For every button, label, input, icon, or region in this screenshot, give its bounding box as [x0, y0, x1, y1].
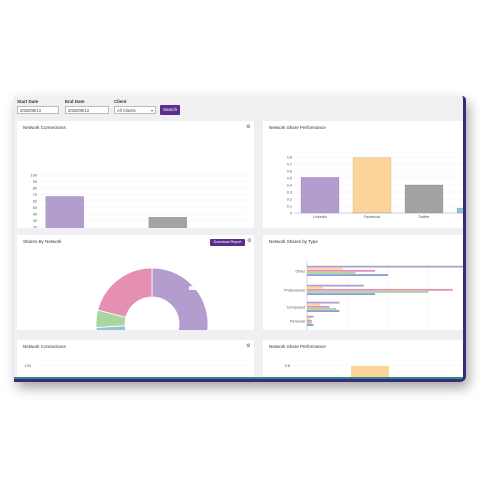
gear-icon[interactable]: ⚙: [246, 124, 251, 130]
y-tick-label: 0.3: [287, 190, 292, 194]
y-tick-label: 0.7: [287, 162, 292, 166]
bar: [307, 317, 311, 320]
bar: [307, 324, 314, 326]
bar: [307, 310, 340, 312]
y-tick-label: 100: [31, 173, 37, 177]
x-tick-label: Twitter: [418, 215, 430, 219]
start-date-input[interactable]: 2020/08/13: [17, 106, 59, 114]
bar: [307, 293, 376, 295]
search-button[interactable]: Search: [160, 105, 180, 115]
x-tick-label: LinkedIn: [313, 215, 327, 219]
bar: [307, 303, 320, 306]
card-title: Shares By Network: [23, 239, 62, 244]
client-label: Client: [114, 99, 127, 104]
donut-slice: [97, 267, 153, 318]
bar: [148, 217, 187, 228]
bar: [307, 265, 463, 268]
card-title: Network Connections: [23, 344, 66, 349]
bar: [307, 301, 340, 304]
network-share-performance-card-2: Network Share Performance 0.8: [263, 340, 463, 379]
gear-icon[interactable]: ⚙: [246, 343, 251, 349]
bar: [307, 288, 453, 291]
bar: [307, 286, 324, 289]
gear-icon[interactable]: ⚙: [247, 238, 252, 244]
network-connections-chart-2: 100: [25, 364, 247, 368]
y-tick-label: 20: [33, 225, 37, 228]
y-tick-label: 0.1: [287, 204, 292, 208]
bar: [307, 267, 343, 270]
bar: [351, 366, 389, 379]
card-title: Network Shares by Type: [269, 239, 318, 244]
y-tick-label: 0.5: [287, 176, 292, 180]
y-tick-label: 0.4: [287, 183, 292, 187]
client-select[interactable]: All Clients ▾: [114, 106, 156, 114]
y-tick-label: 60: [33, 199, 37, 203]
end-date-input[interactable]: 2020/09/13: [65, 106, 109, 114]
bar: [307, 319, 312, 322]
donut-slice: [151, 267, 209, 330]
y-tick-label: 70: [33, 193, 37, 197]
end-date-label: End Date: [65, 99, 85, 104]
bar: [307, 315, 314, 318]
y-tick-label: Professional: [284, 288, 305, 292]
y-tick-label: 0.8: [285, 364, 290, 368]
y-tick-label: 90: [33, 180, 37, 184]
y-tick-label: Other: [296, 269, 306, 273]
bar: [456, 207, 463, 214]
y-tick-label: 0.6: [287, 169, 292, 173]
card-title: Network Share Performance: [269, 344, 326, 349]
y-tick-label: 0: [290, 211, 292, 215]
shares-by-network-chart: [95, 267, 209, 330]
bar: [45, 196, 84, 228]
y-tick-label: 80: [33, 186, 37, 190]
y-tick-label: 50: [33, 206, 37, 210]
bar: [307, 284, 364, 287]
bar: [404, 184, 444, 214]
shares-by-network-card: Shares By Network Download Report ⚙: [17, 235, 254, 330]
bar: [307, 305, 330, 308]
y-tick-label: 30: [33, 219, 37, 223]
bar: [307, 269, 376, 272]
bar: [307, 274, 388, 276]
card-title: Network Share Performance: [269, 125, 326, 130]
client-select-value: All Clients: [117, 108, 136, 113]
dashboard-window: Start Date 2020/08/13 End Date 2020/09/1…: [14, 96, 466, 382]
chevron-down-icon: ▾: [150, 108, 153, 113]
y-tick-label: Composed: [287, 305, 305, 309]
network-share-performance-chart: 0 0.1 0.2 0.3 0.4 0.5 0.6 0.7 0.8 LinkedIn Faceboo…: [287, 155, 463, 219]
filter-bar: Start Date 2020/08/13 End Date 2020/09/1…: [14, 96, 463, 118]
network-share-performance-chart-2: 0.8: [285, 364, 463, 379]
network-shares-by-type-card: Network Shares by Type Other Professional…: [263, 235, 463, 330]
y-tick-label: 0.8: [287, 155, 292, 159]
y-tick-label: Personal: [290, 319, 305, 323]
bar: [307, 272, 356, 274]
x-tick-label: Facebook: [364, 215, 381, 219]
y-tick-label: 100: [25, 364, 31, 368]
bar: [307, 322, 312, 324]
bottom-accent-bar: [14, 377, 463, 379]
network-share-performance-card: Network Share Performance 0 0.1 0.2 0.3 0.4 0…: [263, 121, 463, 228]
y-tick-label: 0.2: [287, 197, 292, 201]
card-title: Network Connections: [23, 125, 66, 130]
network-connections-card-2: Network Connections ⚙ 100: [17, 340, 254, 379]
start-date-label: Start Date: [17, 99, 39, 104]
bar: [352, 157, 392, 214]
tooltip-marker: [189, 286, 197, 290]
bar: [307, 308, 337, 310]
bar: [307, 291, 429, 293]
y-tick-label: 40: [33, 212, 37, 216]
bar: [300, 177, 340, 214]
network-connections-chart: 0102030405060708090100LinkedInFacebookTw…: [31, 173, 247, 228]
network-shares-by-type-chart: Other Professional Composed Personal: [284, 261, 463, 330]
network-connections-card: Network Connections ⚙ 010203040506070809…: [17, 121, 254, 228]
download-report-button[interactable]: Download Report: [210, 239, 245, 246]
